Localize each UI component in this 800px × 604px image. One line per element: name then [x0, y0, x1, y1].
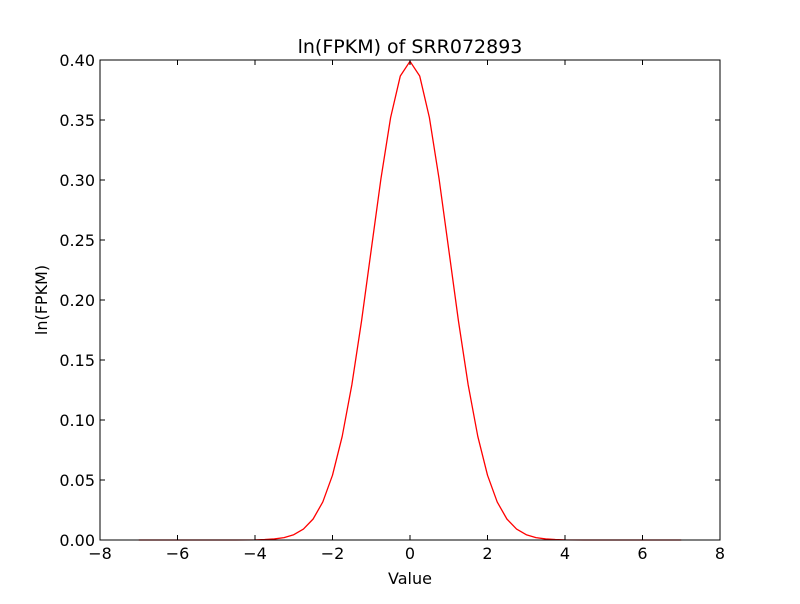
- x-axis-label: Value: [388, 569, 432, 588]
- y-tick-label: 0.35: [59, 111, 95, 130]
- x-tick-label: 2: [482, 544, 492, 563]
- x-tick-label: −6: [166, 544, 190, 563]
- series-line-0: [138, 60, 682, 541]
- y-tick-label: 0.20: [59, 291, 95, 310]
- x-tick-label: −2: [321, 544, 345, 563]
- y-axis-label: ln(FPKM): [32, 265, 51, 335]
- y-tick-label: 0.15: [59, 351, 95, 370]
- chart-title: ln(FPKM) of SRR072893: [298, 36, 523, 58]
- y-tick-label: 0.25: [59, 231, 95, 250]
- x-tick-label: −4: [243, 544, 267, 563]
- y-tick-label: 0.30: [59, 171, 95, 190]
- y-tick-label: 0.00: [59, 531, 95, 550]
- x-tick-label: 0: [405, 544, 415, 563]
- y-tick-label: 0.10: [59, 411, 95, 430]
- x-tick-label: 8: [715, 544, 725, 563]
- y-axis: 0.00 0.05 0.10 0.15 0.20 0.25 0.30 0.35 0.40: [59, 51, 720, 550]
- plot-frame: [99, 59, 721, 541]
- y-tick-label: 0.05: [59, 471, 95, 490]
- x-tick-label: 6: [637, 544, 647, 563]
- y-tick-label: 0.40: [59, 51, 95, 70]
- x-tick-label: 4: [560, 544, 570, 563]
- x-tick-label: −8: [88, 544, 112, 563]
- x-axis: −8 −6 −4 −2 0 2 4 6 8: [88, 60, 725, 563]
- plot-area: [99, 59, 721, 541]
